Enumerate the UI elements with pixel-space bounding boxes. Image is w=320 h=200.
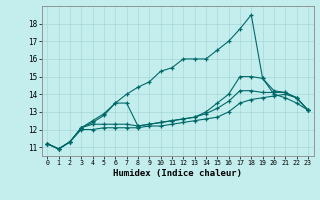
X-axis label: Humidex (Indice chaleur): Humidex (Indice chaleur) — [113, 169, 242, 178]
